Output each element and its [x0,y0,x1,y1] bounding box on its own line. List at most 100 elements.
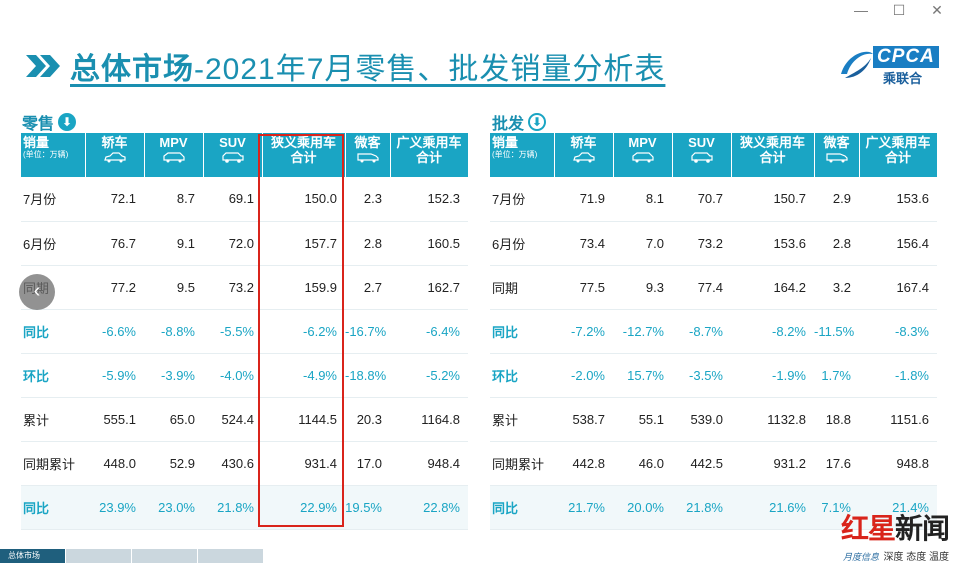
table-cell: -5.5% [203,309,262,354]
cpca-logo: CPCA 乘联合 [837,44,939,86]
wholesale-column-header: SUV [672,133,732,177]
double-chevron-right-icon [24,53,62,79]
table-cell: 21.6% [731,485,814,530]
table-cell: 555.1 [85,397,144,442]
watermark-footer-line: 月度信息 深度 态度 温度 [841,547,949,565]
table-cell: 150.7 [731,177,814,222]
table-cell: 22.9% [262,485,345,530]
table-cell: -4.9% [262,353,345,398]
retail-column-header: MPV [144,133,204,177]
row-label: 同期累计 [21,441,85,486]
table-cell: 1132.8 [731,397,814,442]
retail-column-header: 狭义乘用车合计 [262,133,346,177]
table-cell: 20.3 [345,397,390,442]
prev-slide-button[interactable]: ‹ [19,274,55,310]
table-cell: -16.7% [345,309,390,354]
table-cell: -4.0% [203,353,262,398]
table-cell: 156.4 [859,221,937,266]
table-cell: 159.9 [262,265,345,310]
table-cell: -6.4% [390,309,468,354]
table-row: 同比 -6.6% -8.8% -5.5% -6.2% -16.7% -6.4% [21,309,468,354]
table-row: 7月份 72.1 8.7 69.1 150.0 2.3 152.3 [21,177,468,222]
retail-column-label: 微客 [354,135,381,150]
table-cell: 23.9% [85,485,144,530]
wholesale-column-label: 广义乘用车合计 [865,135,931,165]
retail-header-label: 销量 (单位：万辆) [21,133,86,177]
retail-header-unit: (单位：万辆) [23,150,69,159]
tab-overall-market[interactable]: 总体市场 [0,549,65,563]
suv-icon [206,152,260,163]
close-button[interactable]: ✕ [931,2,943,18]
table-cell: 931.4 [262,441,345,486]
table-cell: 73.2 [672,221,731,266]
table-row: 同比 21.7% 20.0% 21.8% 21.6% 7.1% 21.4% [490,485,937,530]
table-cell: 77.5 [554,265,613,310]
cpca-swirl-icon [841,51,873,78]
page-title-bold: 总体市场 [70,53,194,86]
bottom-tab-bar: 总体市场 [0,549,264,563]
sedan-icon [557,152,611,163]
table-cell: 73.2 [203,265,262,310]
maximize-button[interactable]: ☐ [892,2,906,18]
table-cell: 15.7% [613,353,672,398]
table-cell: 8.1 [613,177,672,222]
table-cell: 23.0% [144,485,203,530]
wholesale-column-label: SUV [688,135,715,150]
table-cell: 538.7 [554,397,613,442]
table-cell: 9.1 [144,221,203,266]
table-cell: 1.7% [814,353,859,398]
row-label: 同比 [21,485,85,530]
table-cell: 2.8 [345,221,390,266]
table-cell: 448.0 [85,441,144,486]
table-cell: 19.5% [345,485,390,530]
table-cell: 55.1 [613,397,672,442]
table-cell: 164.2 [731,265,814,310]
table-cell: 153.6 [859,177,937,222]
tab-4[interactable] [198,549,263,563]
table-row: 环比 -5.9% -3.9% -4.0% -4.9% -18.8% -5.2% [21,353,468,398]
wholesale-column-label: 微客 [823,135,850,150]
table-cell: 9.5 [144,265,203,310]
table-cell: 167.4 [859,265,937,310]
table-cell: 77.4 [672,265,731,310]
table-cell: -8.3% [859,309,937,354]
table-cell: -5.9% [85,353,144,398]
table-cell: 153.6 [731,221,814,266]
table-cell: 65.0 [144,397,203,442]
retail-column-header: 轿车 [85,133,145,177]
row-label: 7月份 [490,177,554,222]
table-cell: -11.5% [814,309,859,354]
table-cell: 2.3 [345,177,390,222]
table-row: 6月份 76.7 9.1 72.0 157.7 2.8 160.5 [21,221,468,266]
arrow-down-circle-outline-icon: ⬇ [528,113,547,131]
row-label: 6月份 [21,221,85,266]
row-label: 同比 [21,309,85,354]
table-row: 同期累计 442.8 46.0 442.5 931.2 17.6 948.8 [490,441,937,486]
row-label: 同期累计 [490,441,554,486]
table-row: 同比 23.9% 23.0% 21.8% 22.9% 19.5% 22.8% [21,485,468,530]
table-cell: 69.1 [203,177,262,222]
table-cell: 3.2 [814,265,859,310]
table-cell: 7.1% [814,485,859,530]
table-cell: 77.2 [85,265,144,310]
red-star-logo-red: 红星 [840,513,896,544]
tab-3[interactable] [132,549,197,563]
retail-section-label: 零售 ⬇ [22,110,77,134]
table-cell: 150.0 [262,177,345,222]
mpv-icon [147,152,201,163]
table-cell: 21.4% [859,485,937,530]
table-cell: 162.7 [390,265,468,310]
table-cell: -1.9% [731,353,814,398]
wholesale-column-label: MPV [628,135,657,150]
minimize-button[interactable]: — [854,2,868,18]
highlight-box [258,134,344,527]
retail-column-label: 广义乘用车合计 [396,135,462,165]
table-cell: 20.0% [613,485,672,530]
table-cell: 21.7% [554,485,613,530]
watermark-slogan: 深度 态度 温度 [883,552,949,563]
row-label: 6月份 [490,221,554,266]
tab-2[interactable] [66,549,131,563]
suv-icon [675,152,729,163]
table-cell: 1164.8 [390,397,468,442]
